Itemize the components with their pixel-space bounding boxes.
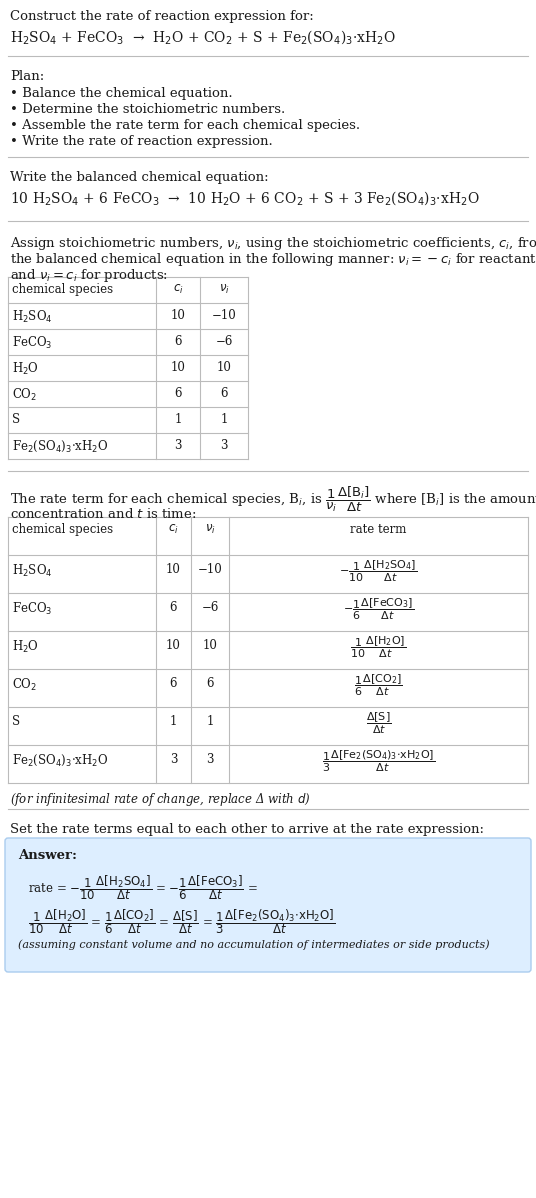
Text: H$_2$SO$_4$: H$_2$SO$_4$ [12,309,53,325]
Text: 6: 6 [174,335,182,347]
Text: rate = $-\dfrac{1}{10}\dfrac{\Delta[\mathrm{H_2SO_4}]}{\Delta t}$ = $-\dfrac{1}{: rate = $-\dfrac{1}{10}\dfrac{\Delta[\mat… [28,873,258,902]
Text: and $\nu_i = c_i$ for products:: and $\nu_i = c_i$ for products: [10,267,168,284]
Text: chemical species: chemical species [12,524,113,536]
FancyBboxPatch shape [5,837,531,972]
Text: $\dfrac{1}{10}\dfrac{\Delta[\mathrm{H_2O}]}{\Delta t}$ = $\dfrac{1}{6}\dfrac{\De: $\dfrac{1}{10}\dfrac{\Delta[\mathrm{H_2O… [28,907,336,936]
Text: 10: 10 [166,563,181,576]
Text: −6: −6 [202,601,219,615]
Text: 1: 1 [220,413,228,426]
Text: 3: 3 [206,754,214,766]
Text: $\nu_i$: $\nu_i$ [219,283,229,296]
Text: Fe$_2$(SO$_4$)$_3$·xH$_2$O: Fe$_2$(SO$_4$)$_3$·xH$_2$O [12,754,108,768]
Text: Fe$_2$(SO$_4$)$_3$·xH$_2$O: Fe$_2$(SO$_4$)$_3$·xH$_2$O [12,438,108,454]
Text: (for infinitesimal rate of change, replace Δ with $d$): (for infinitesimal rate of change, repla… [10,791,311,807]
Text: 10 H$_2$SO$_4$ + 6 FeCO$_3$  →  10 H$_2$O + 6 CO$_2$ + S + 3 Fe$_2$(SO$_4$)$_3$·: 10 H$_2$SO$_4$ + 6 FeCO$_3$ → 10 H$_2$O … [10,189,480,207]
Text: $\dfrac{1}{3}\dfrac{\Delta[\mathrm{Fe_2(SO_4)_3{\cdot}xH_2O}]}{\Delta t}$: $\dfrac{1}{3}\dfrac{\Delta[\mathrm{Fe_2(… [322,749,435,774]
Text: −6: −6 [215,335,233,347]
Text: 10: 10 [217,361,232,374]
Text: CO$_2$: CO$_2$ [12,677,37,694]
Text: Construct the rate of reaction expression for:: Construct the rate of reaction expressio… [10,10,314,23]
Text: $-\dfrac{1}{10}\dfrac{\Delta[\mathrm{H_2SO_4}]}{\Delta t}$: $-\dfrac{1}{10}\dfrac{\Delta[\mathrm{H_2… [339,559,418,585]
Text: S: S [12,413,20,426]
Text: 6: 6 [170,677,177,690]
Text: 10: 10 [203,639,218,652]
Text: $\nu_i$: $\nu_i$ [205,524,215,536]
Text: 10: 10 [170,361,185,374]
Text: Plan:: Plan: [10,69,44,83]
Text: H$_2$O: H$_2$O [12,639,39,655]
Text: $-\dfrac{1}{6}\dfrac{\Delta[\mathrm{FeCO_3}]}{\Delta t}$: $-\dfrac{1}{6}\dfrac{\Delta[\mathrm{FeCO… [343,597,414,623]
Text: Answer:: Answer: [18,849,77,863]
Text: $c_i$: $c_i$ [168,524,179,536]
Text: Set the rate terms equal to each other to arrive at the rate expression:: Set the rate terms equal to each other t… [10,823,484,836]
Text: rate term: rate term [351,524,407,536]
Text: 6: 6 [174,387,182,400]
Text: $c_i$: $c_i$ [173,283,183,296]
Text: 6: 6 [170,601,177,615]
Text: The rate term for each chemical species, B$_i$, is $\dfrac{1}{\nu_i}\dfrac{\Delt: The rate term for each chemical species,… [10,485,536,514]
Text: H$_2$SO$_4$: H$_2$SO$_4$ [12,563,53,579]
Text: 1: 1 [170,715,177,728]
Text: • Assemble the rate term for each chemical species.: • Assemble the rate term for each chemic… [10,119,360,132]
Text: −10: −10 [212,309,236,322]
Text: H$_2$O: H$_2$O [12,361,39,377]
Text: (assuming constant volume and no accumulation of intermediates or side products): (assuming constant volume and no accumul… [18,939,489,950]
Text: 10: 10 [166,639,181,652]
Text: 3: 3 [174,438,182,452]
Text: the balanced chemical equation in the following manner: $\nu_i = -c_i$ for react: the balanced chemical equation in the fo… [10,252,536,268]
Text: 6: 6 [220,387,228,400]
Text: $\dfrac{1}{6}\dfrac{\Delta[\mathrm{CO_2}]}{\Delta t}$: $\dfrac{1}{6}\dfrac{\Delta[\mathrm{CO_2}… [354,673,403,698]
Text: $\dfrac{\Delta[\mathrm{S}]}{\Delta t}$: $\dfrac{\Delta[\mathrm{S}]}{\Delta t}$ [366,710,391,737]
Text: Write the balanced chemical equation:: Write the balanced chemical equation: [10,171,269,184]
Text: CO$_2$: CO$_2$ [12,387,37,403]
Text: • Determine the stoichiometric numbers.: • Determine the stoichiometric numbers. [10,103,285,116]
Text: 10: 10 [170,309,185,322]
Text: H$_2$SO$_4$ + FeCO$_3$  →  H$_2$O + CO$_2$ + S + Fe$_2$(SO$_4$)$_3$·xH$_2$O: H$_2$SO$_4$ + FeCO$_3$ → H$_2$O + CO$_2$… [10,28,396,46]
Text: Assign stoichiometric numbers, $\nu_i$, using the stoichiometric coefficients, $: Assign stoichiometric numbers, $\nu_i$, … [10,235,536,252]
Text: 1: 1 [206,715,214,728]
Text: chemical species: chemical species [12,283,113,296]
Text: S: S [12,715,20,728]
Text: 1: 1 [174,413,182,426]
Text: FeCO$_3$: FeCO$_3$ [12,601,53,617]
Text: FeCO$_3$: FeCO$_3$ [12,335,53,351]
Text: concentration and $t$ is time:: concentration and $t$ is time: [10,507,197,521]
Text: • Write the rate of reaction expression.: • Write the rate of reaction expression. [10,135,273,149]
Text: −10: −10 [198,563,222,576]
Text: 3: 3 [220,438,228,452]
Text: 6: 6 [206,677,214,690]
Text: $\dfrac{1}{10}\dfrac{\Delta[\mathrm{H_2O}]}{\Delta t}$: $\dfrac{1}{10}\dfrac{\Delta[\mathrm{H_2O… [351,635,407,660]
Text: 3: 3 [170,754,177,766]
Text: • Balance the chemical equation.: • Balance the chemical equation. [10,87,233,99]
